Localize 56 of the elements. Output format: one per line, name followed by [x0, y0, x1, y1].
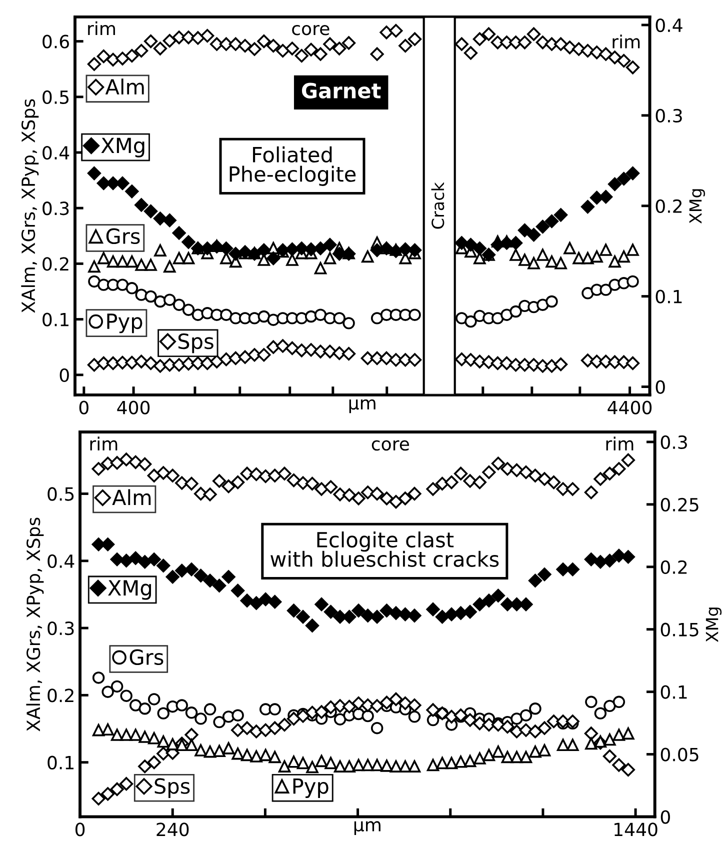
y2-tick-label: 0.3 [656, 108, 682, 123]
x-tick-label: 240 [156, 822, 189, 836]
legend-label: Grs [130, 649, 164, 666]
legend-label: Pyp [107, 314, 142, 334]
annotation: core [292, 24, 330, 36]
y-tick-label: 0 [60, 368, 69, 382]
annotation: Garnet [302, 82, 381, 98]
annotation: rim [606, 436, 634, 450]
y2-tick-label: 0.25 [660, 498, 698, 512]
x-tick-label: 400 [117, 400, 150, 414]
y-axis-title: XAlm, XGrs, XPyp, XSps [26, 518, 44, 732]
legend-label: Alm [112, 489, 151, 506]
annotation: core [372, 440, 410, 451]
y2-tick-label: 0.1 [660, 685, 687, 699]
y2-tick-label: 0.4 [656, 18, 682, 32]
band-label: Crack [431, 182, 444, 229]
y2-tick-label: 0 [656, 380, 665, 394]
y-tick-label: 0.2 [42, 257, 68, 271]
y2-tick-label: 0.15 [660, 622, 698, 636]
y-tick-label: 0.4 [48, 554, 74, 568]
annotation: rim [88, 21, 115, 36]
legend-label: Pyp [293, 778, 328, 798]
x-tick-label: 4400 [608, 400, 652, 414]
annotation: rim [90, 436, 118, 450]
y-tick-label: 0.5 [48, 487, 74, 501]
y-tick-label: 0.4 [42, 146, 70, 160]
y2-tick-label: 0 [660, 810, 670, 824]
annotation: Foliated Phe-eclogite [230, 146, 356, 186]
y2-tick-label: 0.3 [660, 435, 687, 450]
y2-axis-title: XMg [689, 189, 706, 224]
y2-tick-label: 0.05 [660, 748, 698, 762]
x-tick-label: 0 [75, 822, 85, 836]
y-tick-label: 0.1 [48, 756, 74, 770]
y-tick-label: 0.2 [48, 688, 74, 702]
x-tick-label: 0 [79, 400, 88, 414]
x-tick-label: 1440 [614, 822, 658, 836]
y2-tick-label: 0.1 [656, 290, 682, 304]
legend-label: Sps [178, 333, 214, 354]
y-tick-label: 0.6 [42, 34, 69, 48]
y-tick-label: 0.1 [42, 312, 68, 326]
legend-label: XMg [101, 138, 144, 158]
y2-tick-label: 0.2 [656, 199, 682, 213]
legend-label: Alm [105, 78, 144, 94]
y-tick-label: 0.3 [48, 621, 74, 636]
legend-label: XMg [108, 580, 151, 600]
x-axis-title: µm [349, 399, 376, 414]
legend-label: Sps [154, 778, 190, 798]
annotation: Eclogite clast with blueschist cracks [270, 531, 499, 567]
legend-label: Grs [106, 228, 140, 244]
y2-axis-title: XMg [706, 608, 722, 642]
y-tick-label: 0.3 [42, 202, 69, 216]
annotation: rim [612, 34, 640, 48]
y2-tick-label: 0.2 [660, 560, 687, 574]
y-tick-label: 0.5 [42, 90, 69, 104]
x-axis-title: µm [354, 821, 380, 836]
y-axis-title: XAlm, XGrs, XPyp, XSps [21, 99, 39, 313]
